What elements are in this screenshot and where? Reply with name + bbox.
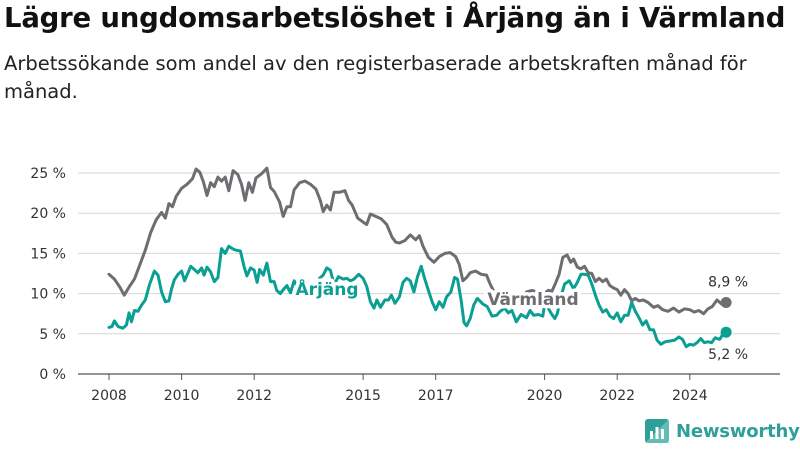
chart-subtitle: Arbetssökande som andel av den registerb…: [4, 52, 747, 103]
series-label-varmland: Värmland: [487, 290, 578, 310]
newsworthy-logo-icon: [645, 419, 669, 443]
series-labels: Värmland Årjäng 8,9 % 5,2 %: [292, 272, 750, 365]
end-dot-arjang: [720, 326, 732, 338]
x-tick-label: 2024: [672, 388, 708, 404]
brand-name: Newsworthy: [676, 420, 800, 442]
series-line-varmland: [107, 166, 728, 316]
x-tick-label: 2022: [599, 388, 635, 404]
x-tick-label: 2017: [418, 388, 454, 404]
x-tick-label: 2015: [345, 388, 381, 404]
series-line-arjang: [107, 244, 728, 349]
end-label-varmland: 8,9 %: [708, 274, 748, 290]
series-label-arjang: Årjäng: [295, 277, 358, 300]
y-tick-label: 0 %: [39, 367, 66, 383]
y-tick-label: 25 %: [30, 166, 66, 182]
y-tick-label: 5 %: [39, 327, 66, 343]
x-tick-label: 2012: [236, 388, 272, 404]
newsworthy-logo: Newsworthy: [644, 418, 800, 444]
y-tick-label: 15 %: [30, 246, 66, 262]
end-dot-varmland: [720, 296, 732, 308]
y-tick-label: 10 %: [30, 287, 66, 303]
chart-title: Lägre ungdomsarbetslöshet i Årjäng än i …: [4, 2, 786, 34]
y-tick-label: 20 %: [30, 206, 66, 222]
series-lines: [107, 166, 732, 349]
end-label-arjang: 5,2 %: [708, 347, 748, 363]
x-tick-label: 2008: [91, 388, 127, 404]
x-tick-label: 2020: [527, 388, 563, 404]
y-axis-tick-labels: 0 % 5 % 10 % 15 % 20 % 25 %: [30, 166, 66, 383]
x-tick-label: 2010: [164, 388, 200, 404]
x-axis: 2008 2010 2012 2015 2017 2020 2022 2024: [91, 374, 708, 404]
